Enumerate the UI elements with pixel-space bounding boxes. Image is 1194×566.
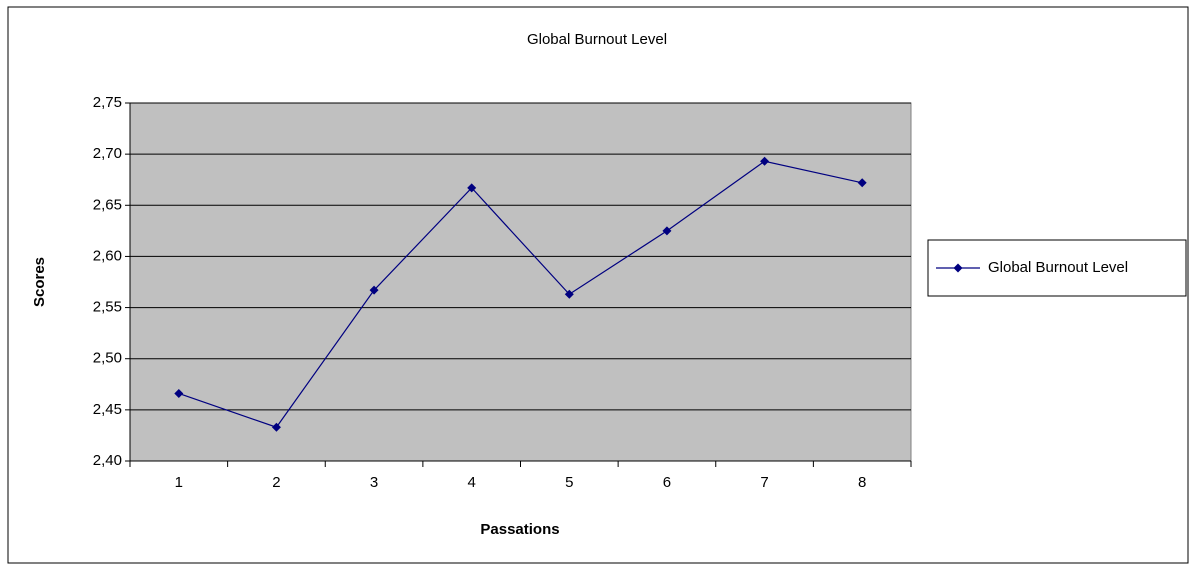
chart-title: Global Burnout Level xyxy=(527,31,667,48)
y-axis-title: Scores xyxy=(31,257,48,307)
data-point xyxy=(857,178,867,188)
x-tick-label: 1 xyxy=(175,474,183,491)
y-tick-label: 2,75 xyxy=(93,94,122,111)
x-tick-label: 7 xyxy=(760,474,768,491)
series-line xyxy=(178,160,863,428)
data-point xyxy=(271,422,281,432)
plot-area xyxy=(129,102,912,462)
y-tick-label: 2,45 xyxy=(93,401,122,418)
y-tick-label: 2,70 xyxy=(93,145,122,162)
y-tick-label: 2,60 xyxy=(93,247,122,264)
x-tick-label: 4 xyxy=(468,474,476,491)
data-point xyxy=(174,388,184,398)
x-tick-label: 6 xyxy=(663,474,671,491)
y-tick-label: 2,55 xyxy=(93,299,122,316)
data-point xyxy=(760,156,770,166)
y-tick-label: 2,40 xyxy=(93,452,122,469)
x-tick-label: 8 xyxy=(858,474,866,491)
data-point xyxy=(662,226,672,236)
data-point xyxy=(564,289,574,299)
x-tick-label: 5 xyxy=(565,474,573,491)
legend-marker xyxy=(953,263,963,273)
y-tick-label: 2,65 xyxy=(93,196,122,213)
x-axis-title: Passations xyxy=(480,521,559,538)
legend-label: Global Burnout Level xyxy=(988,259,1128,276)
data-point xyxy=(467,183,477,193)
data-point xyxy=(369,285,379,295)
x-tick-label: 3 xyxy=(370,474,378,491)
x-tick-label: 2 xyxy=(272,474,280,491)
y-tick-label: 2,50 xyxy=(93,350,122,367)
